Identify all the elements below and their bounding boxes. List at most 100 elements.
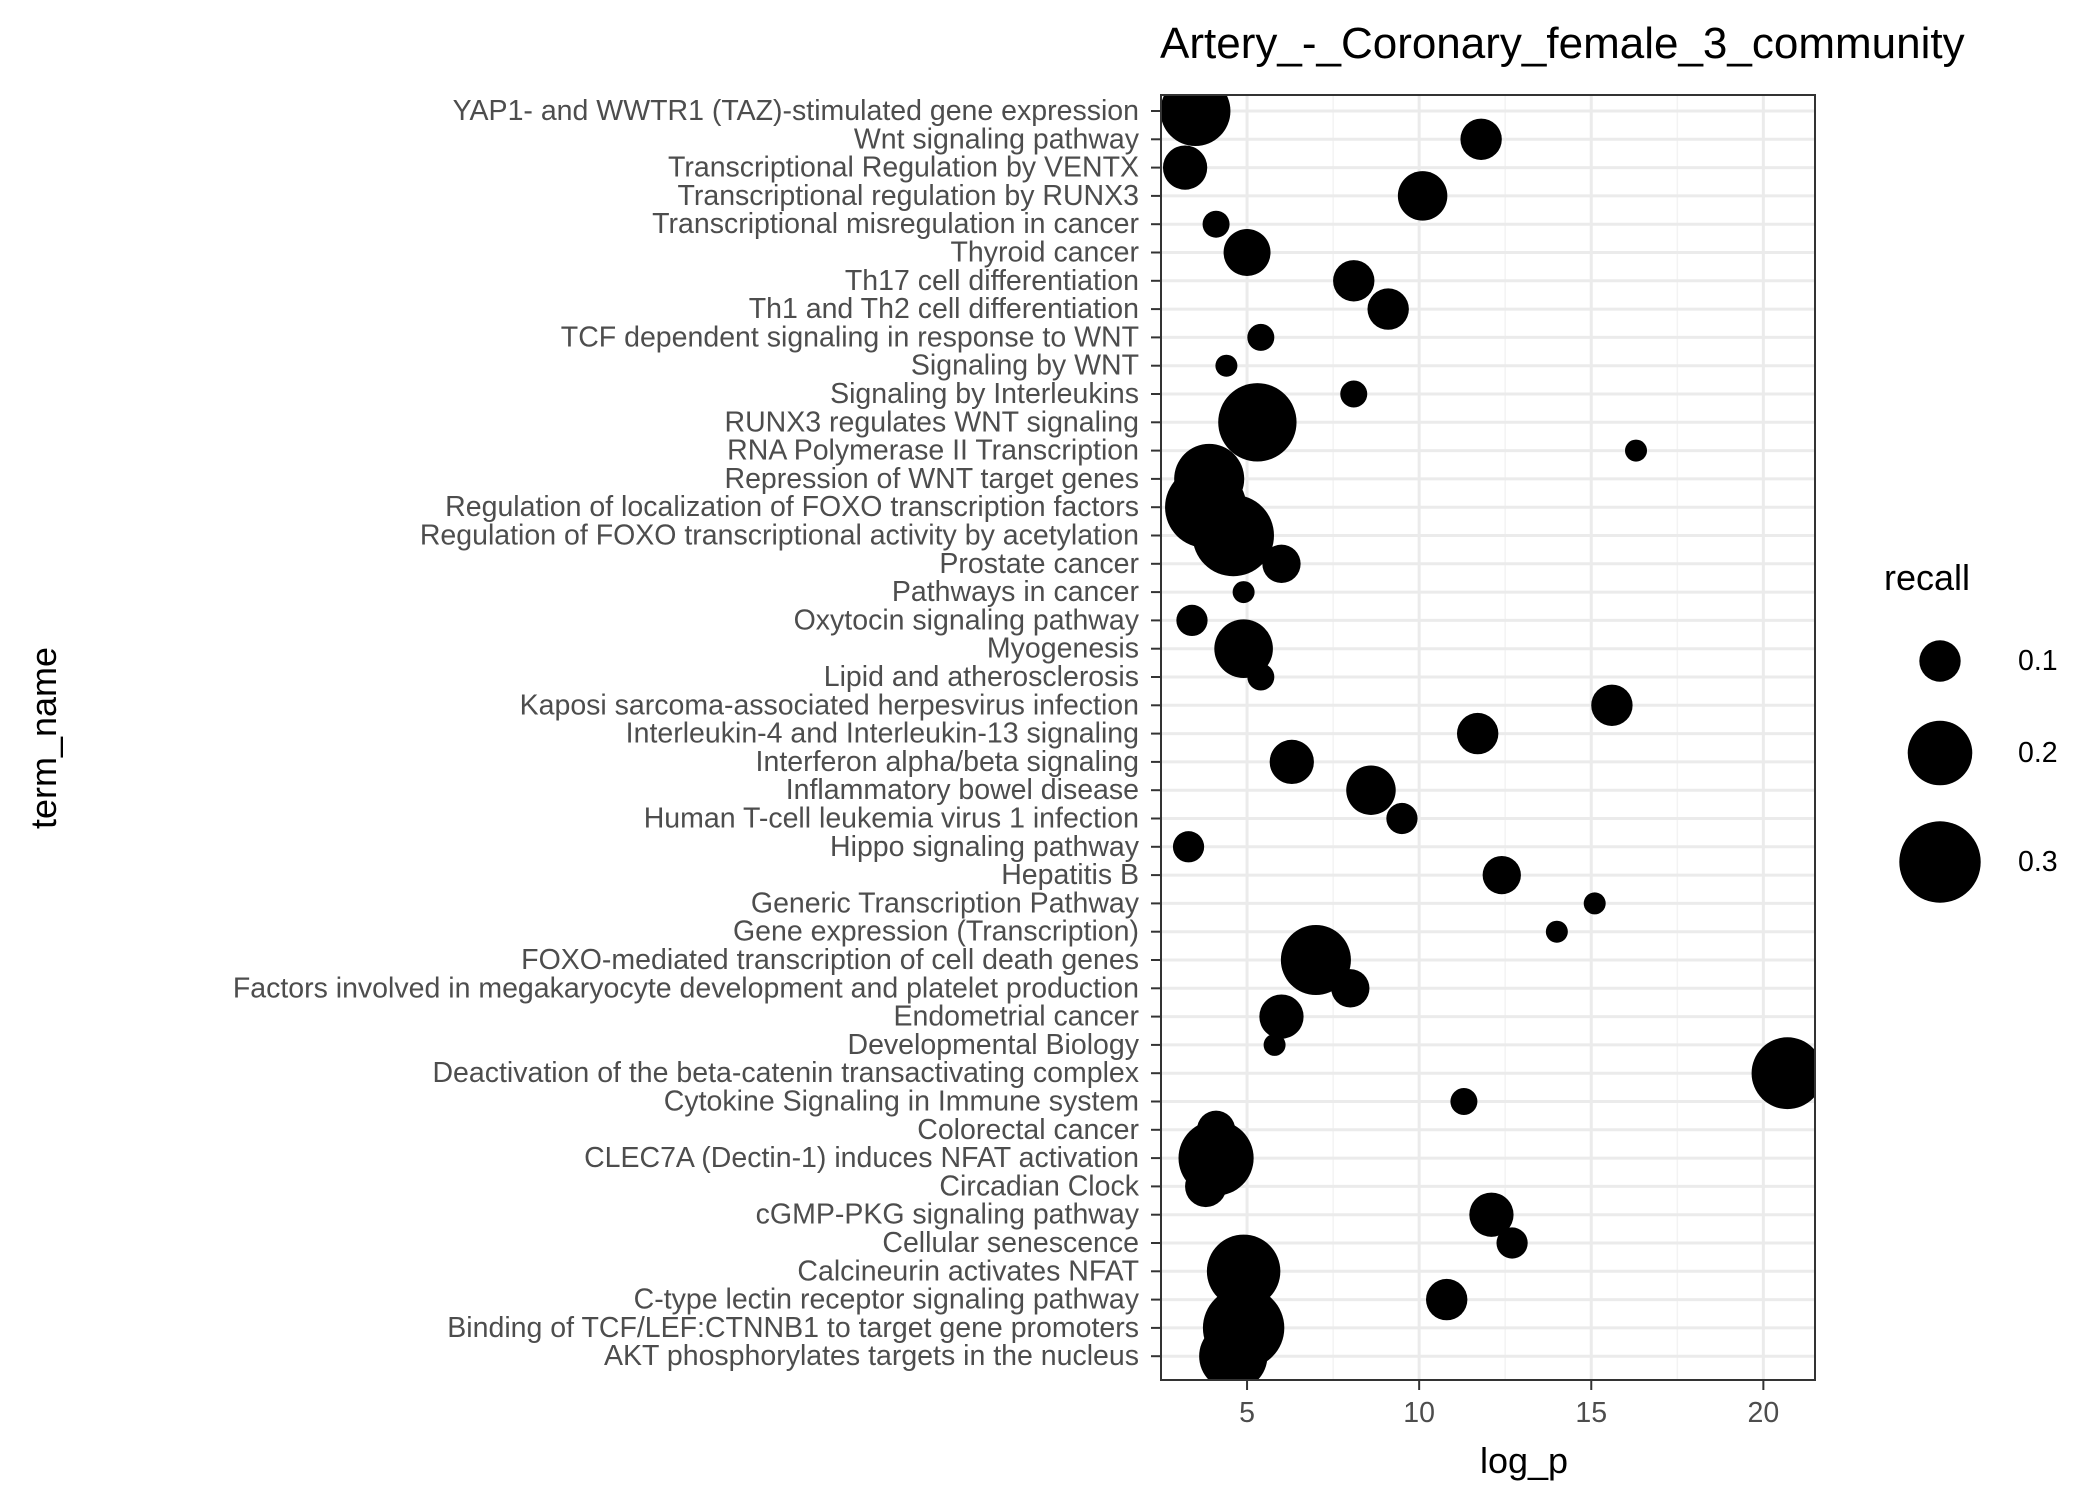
data-point <box>1280 924 1351 996</box>
y-tick-label: TCF dependent signaling in response to W… <box>561 321 1139 353</box>
y-tick-label: Repression of WNT target genes <box>724 463 1139 495</box>
data-point <box>1450 1087 1478 1116</box>
y-tick-label: Myogenesis <box>987 633 1139 665</box>
data-point <box>1751 1037 1815 1110</box>
points <box>1161 95 1815 1380</box>
data-point <box>1367 288 1409 330</box>
y-tick-label: Transcriptional Regulation by VENTX <box>668 152 1139 184</box>
data-point <box>1214 619 1273 678</box>
data-point <box>1482 855 1521 895</box>
legend-title: recall <box>1884 557 1970 598</box>
y-tick-label: Signaling by WNT <box>911 350 1139 382</box>
data-point <box>1269 739 1314 785</box>
data-point <box>1192 494 1274 577</box>
data-point <box>1247 323 1275 351</box>
legend-key-circle <box>1899 821 1981 903</box>
y-tick-label: Generic Transcription Pathway <box>751 887 1140 919</box>
data-point <box>1591 684 1633 726</box>
data-point <box>1262 544 1301 583</box>
y-tick-label: CLEC7A (Dectin-1) induces NFAT activatio… <box>584 1142 1139 1174</box>
y-tick-label: Circadian Clock <box>939 1170 1139 1202</box>
y-tick-label: Lipid and atherosclerosis <box>824 661 1139 693</box>
y-tick-label: YAP1- and WWTR1 (TAZ)-stimulated gene ex… <box>453 95 1139 127</box>
data-point <box>1263 1033 1286 1056</box>
data-point <box>1331 969 1370 1008</box>
data-point <box>1206 1234 1281 1309</box>
data-point <box>1386 802 1418 835</box>
data-point <box>1333 260 1375 302</box>
data-point <box>1496 1227 1528 1259</box>
y-tick-label: Deactivation of the beta-catenin transac… <box>432 1057 1139 1089</box>
data-point <box>1460 118 1502 160</box>
y-tick-label: Human T-cell leukemia virus 1 infection <box>644 803 1139 835</box>
legend-key-circle <box>1919 640 1961 682</box>
data-point <box>1340 380 1368 408</box>
y-tick-label: Binding of TCF/LEF:CTNNB1 to target gene… <box>447 1312 1139 1344</box>
data-point <box>1162 145 1208 190</box>
y-tick-label: Cytokine Signaling in Immune system <box>664 1086 1139 1118</box>
y-tick-label: Transcriptional regulation by RUNX3 <box>678 180 1139 212</box>
y-tick-label: cGMP-PKG signaling pathway <box>756 1199 1140 1231</box>
y-tick-label: Interferon alpha/beta signaling <box>756 746 1139 778</box>
x-axis-title: log_p <box>1480 1440 1568 1481</box>
y-tick-label: Regulation of FOXO transcriptional activ… <box>420 520 1139 552</box>
y-tick-label: Endometrial cancer <box>893 1001 1139 1033</box>
data-point <box>1161 95 1231 147</box>
y-tick-label: Interleukin-4 and Interleukin-13 signali… <box>626 718 1139 750</box>
y-tick-label: Kaposi sarcoma-associated herpesvirus in… <box>520 689 1139 721</box>
plot-panel-border <box>1160 94 1816 1381</box>
legend-label: 0.2 <box>2018 737 2058 769</box>
y-tick-label: Hepatitis B <box>1001 859 1139 891</box>
y-tick-label: Developmental Biology <box>848 1029 1140 1061</box>
data-point <box>1223 229 1271 276</box>
y-tick-label: FOXO-mediated transcription of cell deat… <box>521 944 1139 976</box>
y-tick-label: Oxytocin signaling pathway <box>794 604 1140 636</box>
data-point <box>1545 920 1568 943</box>
y-tick-label: C-type lectin receptor signaling pathway <box>634 1284 1140 1316</box>
legend: recall 0.1 0.2 0.3 <box>1884 557 2058 903</box>
y-tick-label: RNA Polymerase II Transcription <box>727 435 1139 467</box>
data-point <box>1469 1192 1514 1237</box>
y-tick-label: Thyroid cancer <box>951 237 1140 269</box>
x-tick-label: 5 <box>1239 1397 1255 1429</box>
y-tick-labels: YAP1- and WWTR1 (TAZ)-stimulated gene ex… <box>233 95 1161 1372</box>
y-tick-label: Calcineurin activates NFAT <box>797 1255 1139 1287</box>
y-tick-label: Th1 and Th2 cell differentiation <box>749 293 1139 325</box>
y-tick-label: Pathways in cancer <box>892 576 1140 608</box>
legend-key-circle <box>1907 720 1973 786</box>
data-point <box>1202 210 1230 238</box>
data-point <box>1215 354 1238 377</box>
y-tick-label: Factors involved in megakaryocyte develo… <box>233 972 1139 1004</box>
x-tick-label: 10 <box>1403 1397 1435 1429</box>
data-point <box>1218 383 1297 462</box>
data-point <box>1185 1165 1227 1208</box>
y-tick-label: AKT phosphorylates targets in the nucleu… <box>604 1340 1139 1372</box>
y-tick-label: RUNX3 regulates WNT signaling <box>725 406 1139 438</box>
data-point <box>1426 1278 1468 1321</box>
y-axis-title: term_name <box>23 647 64 829</box>
y-tick-label: Signaling by Interleukins <box>830 378 1139 410</box>
data-point <box>1199 1322 1268 1380</box>
y-tick-label: Wnt signaling pathway <box>854 123 1140 155</box>
data-point <box>1346 765 1396 815</box>
y-tick-label: Inflammatory bowel disease <box>786 774 1139 806</box>
data-point <box>1232 581 1255 604</box>
y-tick-label: Cellular senescence <box>882 1227 1139 1259</box>
chart-title: Artery_-_Coronary_female_3_community <box>1160 19 1965 68</box>
y-tick-label: Transcriptional misregulation in cancer <box>652 208 1139 240</box>
y-tick-label: Hippo signaling pathway <box>830 831 1140 863</box>
data-point <box>1397 171 1448 221</box>
legend-label: 0.3 <box>2018 846 2058 878</box>
data-point <box>1456 712 1499 755</box>
y-tick-label: Colorectal cancer <box>917 1114 1139 1146</box>
y-tick-label: Regulation of localization of FOXO trans… <box>445 491 1139 523</box>
data-point <box>1172 831 1205 863</box>
y-tick-label: Th17 cell differentiation <box>845 265 1139 297</box>
legend-label: 0.1 <box>2018 645 2058 677</box>
data-point <box>1583 892 1606 915</box>
y-tick-label: Gene expression (Transcription) <box>733 916 1139 948</box>
data-point <box>1625 439 1648 462</box>
x-tick-labels: 5 10 15 20 <box>1239 1380 1779 1429</box>
